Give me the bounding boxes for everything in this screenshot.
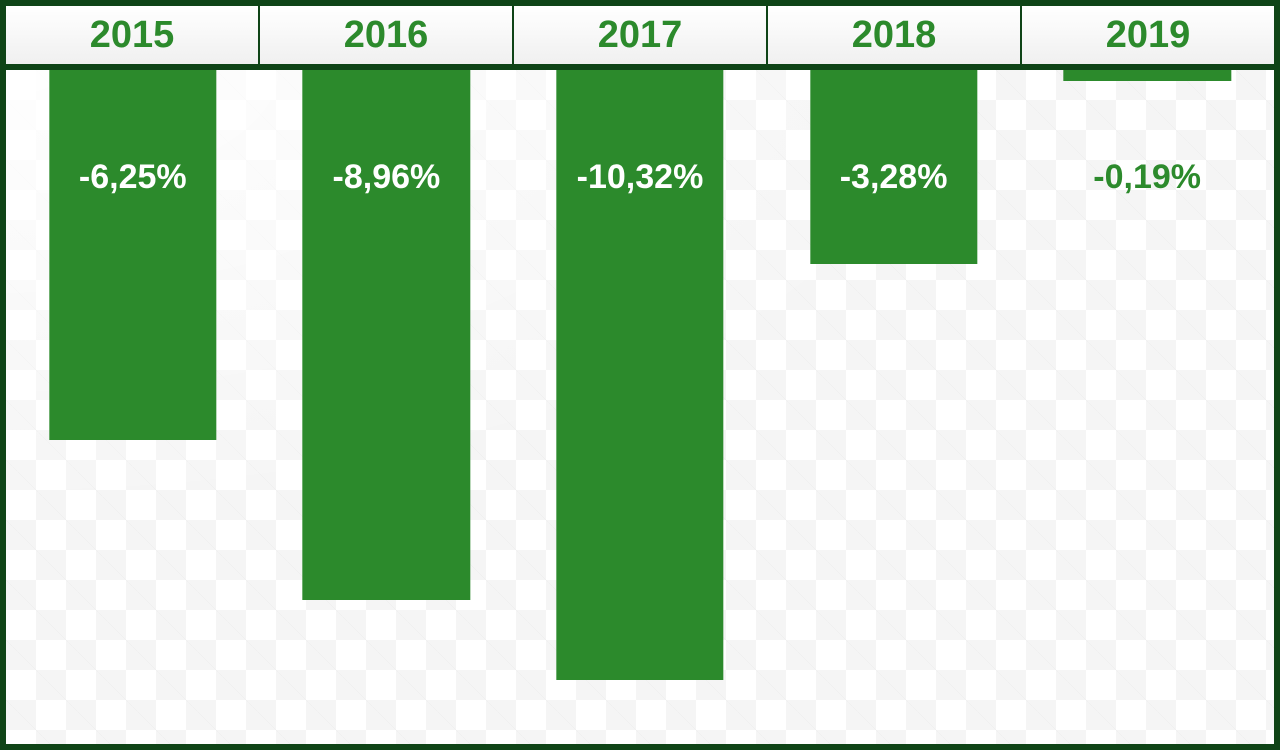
year-label: 2019 <box>1106 14 1191 57</box>
bar-column: -8,96% <box>260 70 514 744</box>
bar-value-label: -8,96% <box>333 158 441 197</box>
plot-area: -6,25% -8,96% -10,32% -3,28% -0,19% <box>6 70 1274 744</box>
chart-frame: 2015 2016 2017 2018 2019 -6,25% -8,96% -… <box>0 0 1280 750</box>
year-header-cell: 2019 <box>1020 6 1274 64</box>
year-label: 2018 <box>852 14 937 57</box>
bar-value-label: -6,25% <box>79 158 187 197</box>
year-label: 2015 <box>90 14 175 57</box>
year-header-cell: 2018 <box>766 6 1020 64</box>
year-label: 2016 <box>344 14 429 57</box>
year-label: 2017 <box>598 14 683 57</box>
bar-column: -6,25% <box>6 70 260 744</box>
bar-value-label: -0,19% <box>1093 158 1201 197</box>
bar-value-label: -10,32% <box>577 158 704 197</box>
bar-column: -0,19% <box>1020 70 1274 744</box>
year-header-cell: 2017 <box>512 6 766 64</box>
bar-value-label: -3,28% <box>840 158 948 197</box>
bar <box>49 70 216 440</box>
year-header-cell: 2015 <box>6 6 258 64</box>
bar-columns: -6,25% -8,96% -10,32% -3,28% -0,19% <box>6 70 1274 744</box>
bar <box>303 70 470 600</box>
bar-column: -10,32% <box>513 70 767 744</box>
bar <box>1063 70 1230 81</box>
year-header-cell: 2016 <box>258 6 512 64</box>
year-header-row: 2015 2016 2017 2018 2019 <box>6 6 1274 70</box>
bar-column: -3,28% <box>767 70 1021 744</box>
